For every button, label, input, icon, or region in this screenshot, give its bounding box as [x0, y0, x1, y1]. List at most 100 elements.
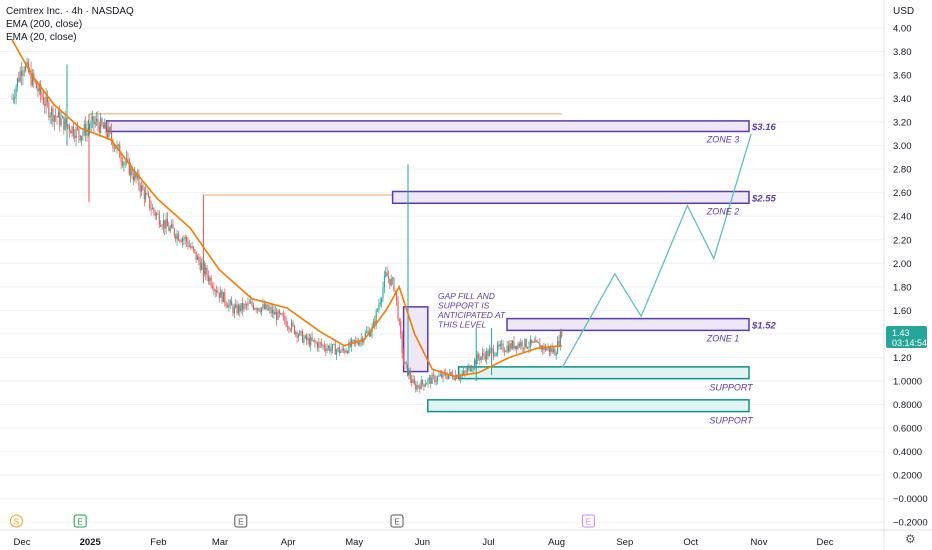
candle-body — [286, 326, 289, 327]
annotation-line: SUPPORT IS — [438, 301, 490, 311]
candle-body — [180, 240, 182, 242]
candle-body — [381, 298, 383, 303]
candle-body — [342, 348, 345, 351]
candle-body — [201, 263, 203, 271]
candle-body — [16, 78, 19, 87]
candle-body — [221, 290, 223, 303]
y-tick-label: 0.6000 — [893, 424, 922, 435]
candle-body — [106, 133, 109, 137]
legend-ema20[interactable]: EMA (20, close) — [6, 32, 77, 43]
earnings-event-icon — [390, 514, 404, 528]
candle-body — [23, 70, 25, 72]
candle-body — [252, 304, 254, 310]
candle-body — [465, 371, 467, 373]
x-tick-label: Jun — [415, 537, 430, 548]
candle-body — [136, 174, 139, 178]
candle-body — [529, 339, 531, 347]
candle-body — [517, 343, 519, 350]
event-label: E — [238, 517, 243, 526]
candle-body — [416, 385, 418, 390]
candle-body — [187, 241, 189, 247]
candle-body — [269, 307, 271, 309]
candle-body — [142, 185, 144, 190]
candle-body — [64, 118, 66, 130]
candle-body — [244, 304, 246, 305]
candle-body — [310, 337, 312, 346]
gear-icon[interactable]: ⚙ — [905, 532, 916, 546]
support-box — [457, 366, 750, 380]
candle-body — [177, 233, 179, 241]
event-label: E — [394, 517, 399, 526]
candle-body — [157, 213, 159, 215]
candle-body — [171, 224, 173, 228]
candle-body — [146, 193, 148, 195]
zone-price-label: $2.55 — [751, 193, 776, 204]
candle-body — [96, 118, 98, 122]
candle-body — [422, 380, 424, 384]
candle-body — [71, 126, 73, 134]
ema20-polyline — [11, 39, 563, 378]
zone-box — [105, 120, 750, 133]
candle-body — [430, 377, 432, 384]
projection-polyline — [561, 133, 752, 369]
candle-body — [307, 338, 309, 341]
candle-body — [536, 340, 538, 343]
candle-body — [169, 227, 171, 232]
candle-body — [330, 348, 332, 352]
candle-body — [488, 350, 490, 357]
candle-body — [258, 308, 260, 311]
candle-body — [91, 116, 94, 121]
earnings-event-icon — [73, 514, 87, 528]
candle-body — [479, 357, 481, 361]
candle-body — [37, 88, 39, 92]
candle-body — [555, 353, 557, 356]
candle-body — [398, 319, 400, 322]
candle-body — [181, 238, 184, 242]
candle-body — [117, 144, 119, 146]
candle-body — [487, 350, 489, 357]
candle-body — [282, 315, 284, 317]
candle-body — [101, 118, 103, 125]
candle-body — [250, 301, 252, 304]
candle-body — [87, 128, 89, 130]
candle-body — [38, 84, 40, 92]
candle-body — [561, 331, 563, 337]
x-tick-label: Dec — [14, 537, 31, 548]
candle-body — [423, 383, 425, 387]
legend-title[interactable]: Cemtrex Inc. · 4h · NASDAQ — [6, 6, 134, 17]
x-tick-label: Mar — [212, 537, 228, 548]
candle-body — [186, 237, 188, 242]
candle-body — [267, 308, 269, 310]
candle-body — [173, 228, 175, 236]
candle-body — [374, 321, 376, 325]
candle-body — [389, 278, 391, 286]
candle-body — [108, 127, 110, 137]
earnings-event-icon — [581, 514, 595, 528]
candle-body — [331, 344, 334, 349]
candle-body — [375, 310, 377, 325]
candle-body — [445, 372, 447, 377]
candle-body — [44, 104, 46, 106]
candle-body — [424, 384, 426, 387]
currency-label[interactable]: USD — [893, 6, 915, 17]
candle-body — [390, 278, 392, 286]
candle-body — [216, 290, 218, 293]
candle-body — [94, 121, 96, 125]
x-tick-label: Nov — [751, 537, 768, 548]
candle-body — [428, 377, 430, 380]
candle-body — [513, 340, 515, 349]
annotation-line: GAP FILL AND — [438, 291, 495, 301]
candle-body — [76, 127, 79, 129]
candle-body — [484, 355, 486, 360]
last-price-tag: 1.43 03:14:54 — [886, 326, 927, 348]
candle-body — [172, 224, 174, 229]
x-tick-label: Jul — [482, 537, 494, 548]
candle-body — [446, 376, 448, 379]
candle-body — [322, 345, 324, 347]
candle-body — [558, 340, 560, 346]
candle-body — [490, 349, 492, 351]
candle-body — [280, 313, 282, 315]
legend-ema200[interactable]: EMA (200, close) — [6, 19, 83, 30]
candle-body — [213, 288, 215, 292]
